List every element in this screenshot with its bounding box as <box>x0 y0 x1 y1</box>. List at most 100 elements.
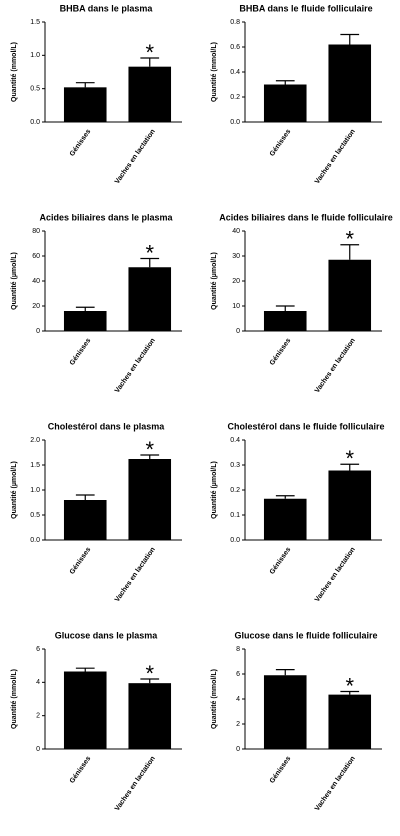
y-tick-label: 0.2 <box>230 487 240 494</box>
y-tick-label: 0.1 <box>230 512 240 519</box>
y-tick-label: 30 <box>232 253 240 260</box>
significance-marker: * <box>145 661 154 686</box>
y-tick-label: 1.0 <box>30 52 40 59</box>
bar <box>328 44 372 122</box>
x-tick-label: Vaches en lactation <box>314 755 357 812</box>
bar <box>128 459 172 540</box>
chart-title: Acides biliaires dans le fluide follicul… <box>219 212 393 222</box>
bar <box>128 267 172 331</box>
x-tick-label: Vaches en lactation <box>114 337 157 394</box>
chart-title: Glucose dans le plasma <box>55 630 159 640</box>
bar <box>263 84 307 122</box>
y-tick-label: 40 <box>32 278 40 285</box>
y-axis-label: Quantité (mmol/L) <box>11 669 18 729</box>
chart-title: Cholestérol dans le fluide folliculaire <box>227 421 384 431</box>
x-tick-label: Vaches en lactation <box>314 337 357 394</box>
y-tick-label: 20 <box>232 278 240 285</box>
chart-title: Acides biliaires dans le plasma <box>39 212 173 222</box>
bar <box>328 694 372 749</box>
error-bar <box>340 463 360 471</box>
chart-title: BHBA dans le plasma <box>60 3 154 13</box>
bar <box>263 498 307 540</box>
x-tick-label: Génisses <box>269 755 293 785</box>
y-tick-label: 0.0 <box>230 537 240 544</box>
y-tick-label: 2 <box>36 713 40 720</box>
y-tick-label: 2.0 <box>30 437 40 444</box>
x-tick-label: Génisses <box>69 337 93 367</box>
significance-marker: * <box>145 40 154 65</box>
error-bar <box>75 82 95 88</box>
y-tick-label: 60 <box>32 253 40 260</box>
y-tick-label: 0 <box>236 746 240 753</box>
y-axis-label: Quantité (µmol/L) <box>211 252 218 310</box>
y-tick-label: 0.0 <box>30 537 40 544</box>
x-tick-label: Génisses <box>269 546 293 576</box>
y-axis-label: Quantité (µmol/L) <box>211 461 218 519</box>
error-bar <box>75 667 95 672</box>
error-bar <box>140 454 160 459</box>
x-tick-label: Génisses <box>69 546 93 576</box>
bar <box>128 66 172 122</box>
y-tick-label: 0.8 <box>230 19 240 26</box>
y-tick-label: 40 <box>232 228 240 235</box>
y-tick-label: 8 <box>236 646 240 653</box>
y-tick-label: 1.5 <box>30 462 40 469</box>
y-axis-label: Quantité (µmol/L) <box>11 252 18 310</box>
y-tick-label: 10 <box>232 303 240 310</box>
significance-marker: * <box>145 437 154 462</box>
error-bar <box>275 495 295 499</box>
error-bar <box>140 57 160 67</box>
bar <box>328 470 372 540</box>
bar <box>263 675 307 749</box>
y-tick-label: 0 <box>236 328 240 335</box>
y-tick-label: 0.4 <box>230 69 240 76</box>
y-tick-label: 2 <box>236 721 240 728</box>
y-tick-label: 4 <box>36 679 40 686</box>
x-tick-label: Génisses <box>269 337 293 367</box>
error-bar <box>75 494 95 500</box>
error-bar <box>275 305 295 311</box>
x-tick-label: Génisses <box>69 128 93 158</box>
y-tick-label: 1.0 <box>30 487 40 494</box>
bar <box>63 500 107 540</box>
y-tick-label: 1.5 <box>30 19 40 26</box>
x-tick-label: Génisses <box>69 755 93 785</box>
chart-title: Cholestérol dans le plasma <box>48 421 166 431</box>
significance-marker: * <box>345 673 354 698</box>
bar <box>328 259 372 331</box>
y-tick-label: 80 <box>32 228 40 235</box>
error-bar <box>75 306 95 311</box>
bar <box>128 683 172 749</box>
y-tick-label: 0 <box>36 328 40 335</box>
bar <box>263 311 307 331</box>
y-tick-label: 0.0 <box>30 119 40 126</box>
y-tick-label: 0.3 <box>230 462 240 469</box>
y-tick-label: 0.2 <box>230 94 240 101</box>
y-tick-label: 0.4 <box>230 437 240 444</box>
x-tick-label: Vaches en lactation <box>314 546 357 603</box>
chart-title: Glucose dans le fluide folliculaire <box>234 630 377 640</box>
error-bar <box>340 244 360 260</box>
significance-marker: * <box>145 240 154 265</box>
y-tick-label: 6 <box>236 671 240 678</box>
error-bar <box>275 80 295 85</box>
significance-marker: * <box>345 227 354 252</box>
y-tick-label: 20 <box>32 303 40 310</box>
error-bar <box>275 669 295 676</box>
bar <box>63 87 107 122</box>
y-axis-label: Quantité (µmol/L) <box>11 461 18 519</box>
y-tick-label: 0.5 <box>30 512 40 519</box>
x-tick-label: Vaches en lactation <box>114 128 157 185</box>
y-tick-label: 0.0 <box>230 119 240 126</box>
y-tick-label: 4 <box>236 696 240 703</box>
y-axis-label: Quantité (mmol/L) <box>211 42 218 102</box>
bar <box>63 671 107 749</box>
y-tick-label: 0.5 <box>30 86 40 93</box>
y-axis-label: Quantité (mmol/L) <box>11 42 18 102</box>
error-bar <box>140 678 160 684</box>
error-bar <box>140 257 160 268</box>
y-axis-label: Quantité (mmol/L) <box>211 669 218 729</box>
y-tick-label: 0.6 <box>230 44 240 51</box>
x-tick-label: Vaches en lactation <box>314 128 357 185</box>
